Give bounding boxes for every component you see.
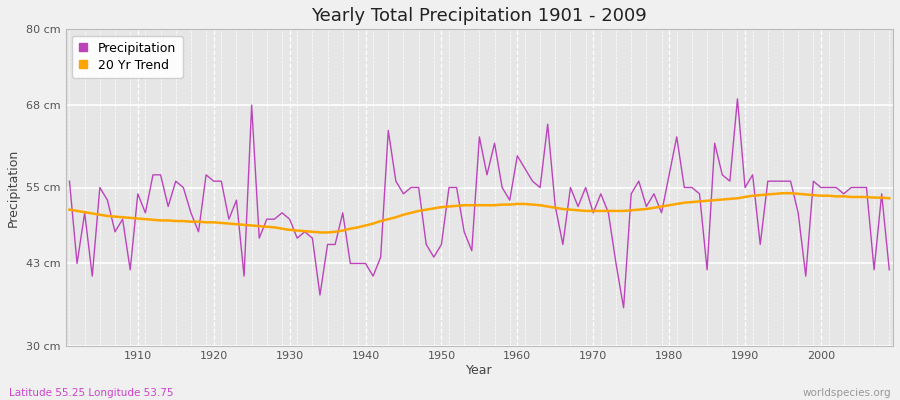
Y-axis label: Precipitation: Precipitation	[7, 148, 20, 227]
X-axis label: Year: Year	[466, 364, 492, 377]
Text: Latitude 55.25 Longitude 53.75: Latitude 55.25 Longitude 53.75	[9, 388, 174, 398]
Legend: Precipitation, 20 Yr Trend: Precipitation, 20 Yr Trend	[72, 36, 183, 78]
Title: Yearly Total Precipitation 1901 - 2009: Yearly Total Precipitation 1901 - 2009	[311, 7, 647, 25]
Text: worldspecies.org: worldspecies.org	[803, 388, 891, 398]
